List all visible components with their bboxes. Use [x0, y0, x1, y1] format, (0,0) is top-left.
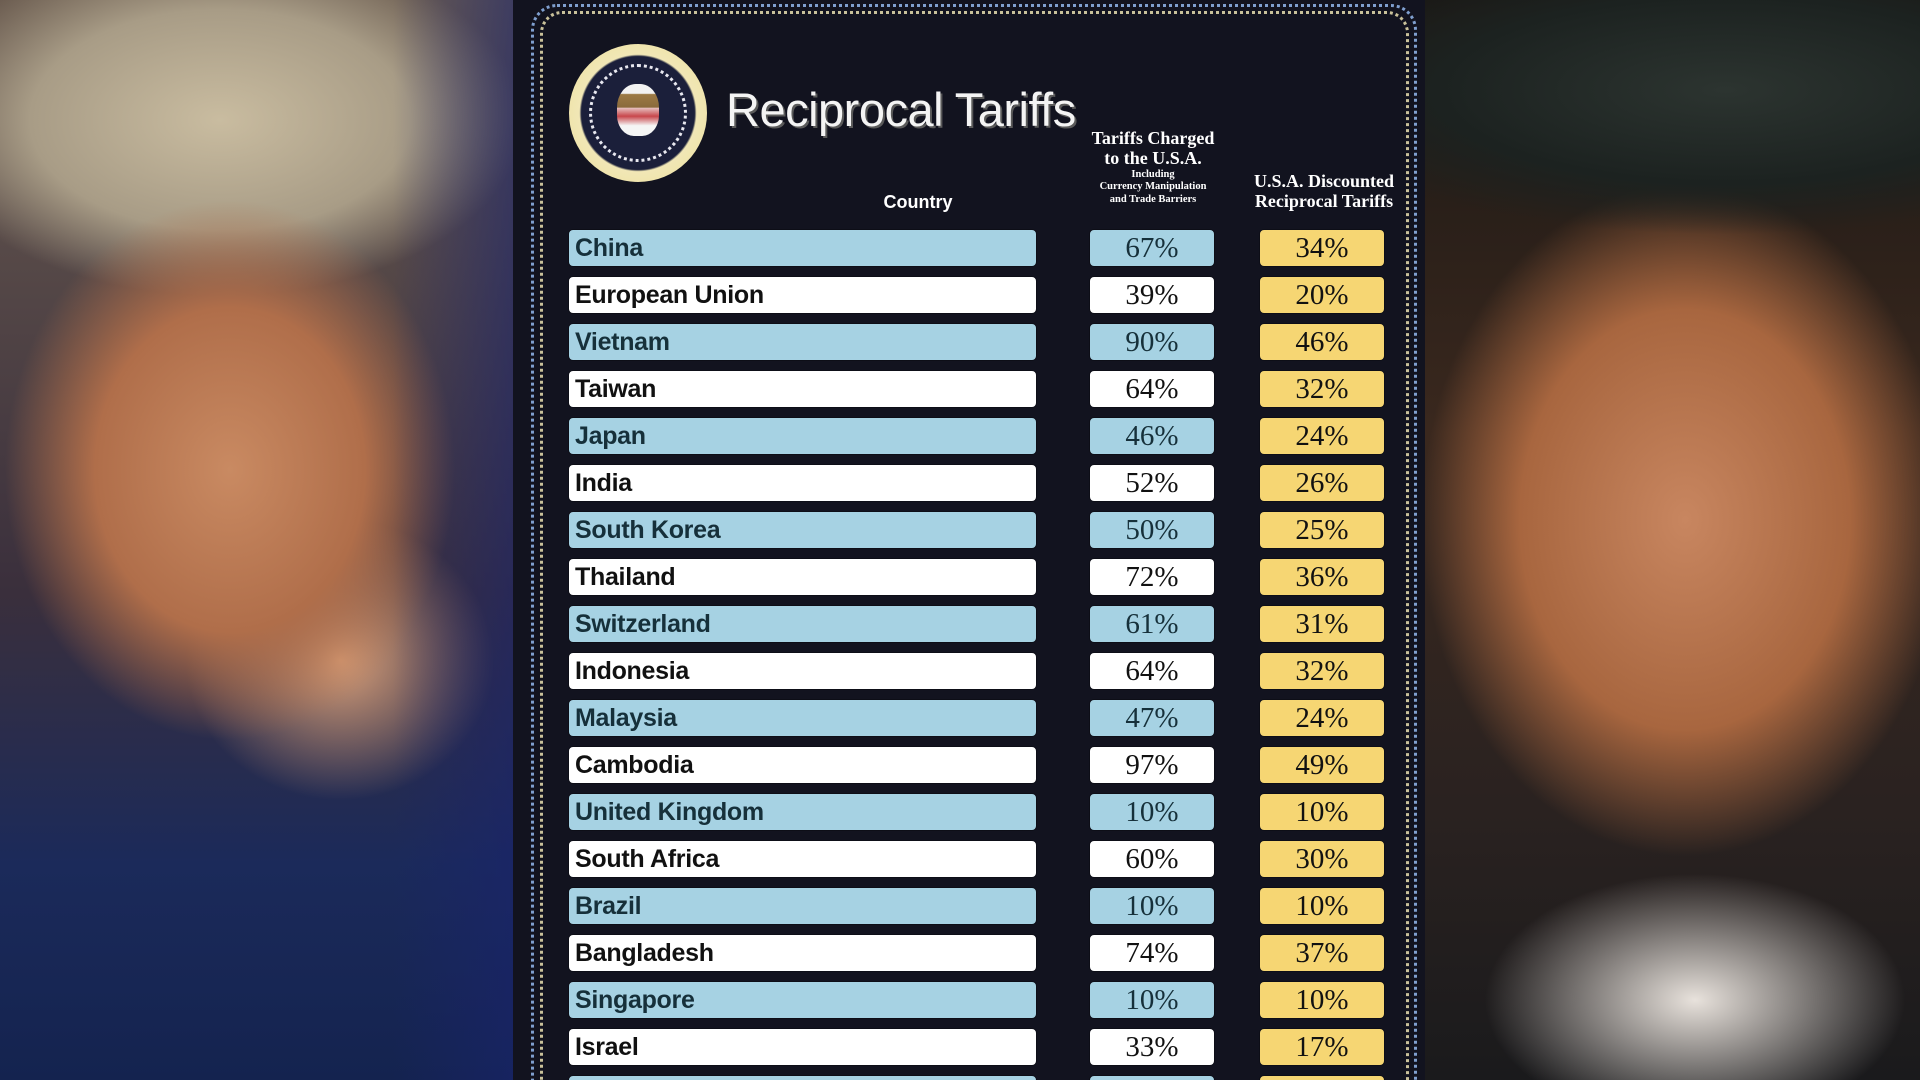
reciprocal-tariff-cell: 46% [1259, 323, 1385, 361]
tariff-charged-cell: 72% [1089, 558, 1215, 596]
country-cell: India [568, 464, 1037, 502]
reciprocal-tariff-cell: 30% [1259, 840, 1385, 878]
country-cell: European Union [568, 276, 1037, 314]
country-cell [568, 1075, 1037, 1080]
tariff-charged-cell [1089, 1075, 1215, 1080]
tariff-charged-cell: 10% [1089, 793, 1215, 831]
country-cell: Malaysia [568, 699, 1037, 737]
column-header-tariffs-charged: Tariffs Charged to the U.S.A. Including … [1073, 128, 1233, 206]
reciprocal-tariff-cell: 24% [1259, 417, 1385, 455]
tariff-charged-cell: 64% [1089, 652, 1215, 690]
reciprocal-tariff-cell: 10% [1259, 887, 1385, 925]
country-cell: Japan [568, 417, 1037, 455]
country-cell: Israel [568, 1028, 1037, 1066]
reciprocal-tariff-cell: 24% [1259, 699, 1385, 737]
column-header-charged-line2: to the U.S.A. [1104, 147, 1202, 168]
tariff-charged-cell: 47% [1089, 699, 1215, 737]
column-header-charged-sub3: and Trade Barriers [1109, 193, 1197, 205]
tariff-charged-cell: 10% [1089, 981, 1215, 1019]
tariff-charged-cell: 33% [1089, 1028, 1215, 1066]
tariff-charged-cell: 90% [1089, 323, 1215, 361]
country-cell: Singapore [568, 981, 1037, 1019]
tariff-charged-cell: 52% [1089, 464, 1215, 502]
photo-right [1425, 0, 1920, 1080]
dotted-border-outer [531, 4, 1417, 1080]
column-header-reciprocal-line2: Reciprocal Tariffs [1254, 190, 1394, 211]
reciprocal-tariff-cell: 32% [1259, 652, 1385, 690]
eagle-icon [617, 84, 659, 136]
dotted-border-inner [540, 11, 1409, 1080]
seal-star-ring [589, 64, 687, 162]
reciprocal-tariff-cell: 37% [1259, 934, 1385, 972]
country-cell: United Kingdom [568, 793, 1037, 831]
tariff-charged-cell: 50% [1089, 511, 1215, 549]
presidential-seal-icon [569, 44, 707, 182]
country-cell: Switzerland [568, 605, 1037, 643]
column-header-reciprocal-line1: U.S.A. Discounted [1253, 171, 1395, 191]
reciprocal-tariff-cell: 32% [1259, 370, 1385, 408]
tariff-charged-cell: 10% [1089, 887, 1215, 925]
column-header-charged-sub2: Currency Manipulation [1099, 181, 1207, 193]
reciprocal-tariff-cell: 34% [1259, 229, 1385, 267]
tariff-charged-cell: 39% [1089, 276, 1215, 314]
reciprocal-tariff-cell: 25% [1259, 511, 1385, 549]
country-cell: Vietnam [568, 323, 1037, 361]
country-cell: Bangladesh [568, 934, 1037, 972]
country-cell: China [568, 229, 1037, 267]
country-cell: South Korea [568, 511, 1037, 549]
reciprocal-tariff-cell: 26% [1259, 464, 1385, 502]
photo-left [0, 0, 513, 1080]
tariff-charged-cell: 97% [1089, 746, 1215, 784]
reciprocal-tariff-cell: 36% [1259, 558, 1385, 596]
country-cell: South Africa [568, 840, 1037, 878]
tariff-charged-cell: 60% [1089, 840, 1215, 878]
country-cell: Taiwan [568, 370, 1037, 408]
column-header-reciprocal: U.S.A. Discounted Reciprocal Tariffs [1239, 171, 1409, 212]
tariff-charged-cell: 46% [1089, 417, 1215, 455]
country-cell: Indonesia [568, 652, 1037, 690]
tariff-infographic: Reciprocal Tariffs Country Tariffs Charg… [513, 0, 1425, 1080]
country-cell: Cambodia [568, 746, 1037, 784]
country-cell: Thailand [568, 558, 1037, 596]
reciprocal-tariff-cell: 10% [1259, 793, 1385, 831]
reciprocal-tariff-cell: 31% [1259, 605, 1385, 643]
tariff-charged-cell: 67% [1089, 229, 1215, 267]
column-header-charged-sub1: Including [1131, 168, 1175, 180]
reciprocal-tariff-cell: 20% [1259, 276, 1385, 314]
reciprocal-tariff-cell [1259, 1075, 1385, 1080]
tariff-charged-cell: 64% [1089, 370, 1215, 408]
column-header-country: Country [883, 192, 953, 212]
reciprocal-tariff-cell: 49% [1259, 746, 1385, 784]
reciprocal-tariff-cell: 10% [1259, 981, 1385, 1019]
page-title: Reciprocal Tariffs [726, 83, 1076, 136]
column-header-charged-line1: Tariffs Charged [1091, 128, 1215, 148]
tariff-charged-cell: 61% [1089, 605, 1215, 643]
tariff-charged-cell: 74% [1089, 934, 1215, 972]
reciprocal-tariff-cell: 17% [1259, 1028, 1385, 1066]
country-cell: Brazil [568, 887, 1037, 925]
